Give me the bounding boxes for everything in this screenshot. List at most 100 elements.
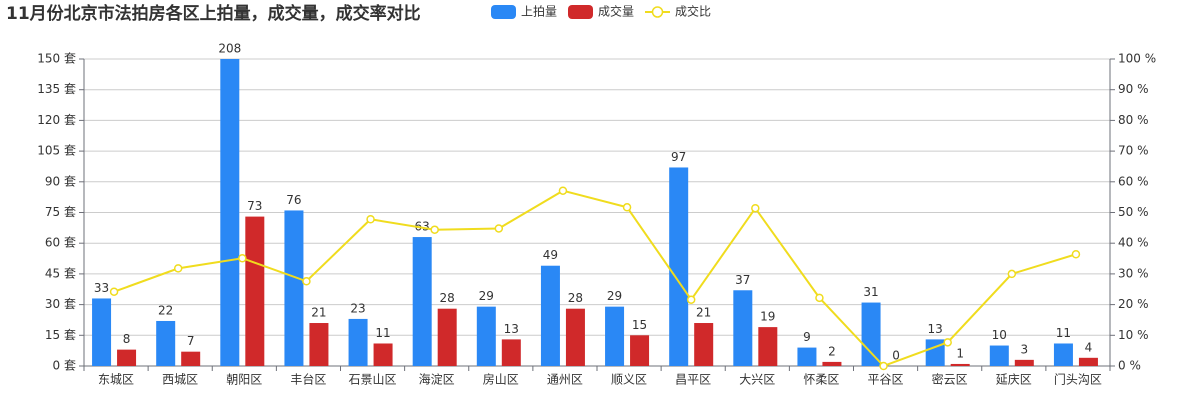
bar-value-label: 28: [440, 291, 455, 305]
y2-tick-label: 10 %: [1118, 328, 1149, 342]
legend-symbol: [651, 6, 664, 18]
line-point: [815, 293, 824, 303]
y2-tick-label: 60 %: [1118, 174, 1149, 188]
legend-symbol: [568, 5, 593, 19]
bar-value-label: 22: [158, 303, 173, 317]
x-tick-label: 顺义区: [611, 373, 647, 387]
bar: [284, 210, 304, 366]
bar: [822, 361, 842, 366]
x-tick-label: 西城区: [162, 373, 198, 387]
y-tick-label: 45 套: [45, 266, 76, 280]
line-point: [173, 264, 183, 273]
bar: [1078, 357, 1098, 366]
line-point: [109, 287, 119, 296]
y-tick-label: 150 套: [37, 52, 76, 66]
y-tick-label: 75 套: [45, 205, 76, 219]
y-tick-label: 30 套: [45, 297, 76, 311]
y-tick-label: 105 套: [37, 144, 76, 158]
y2-tick-label: 70 %: [1118, 144, 1149, 158]
bar-value-label: 33: [94, 281, 109, 295]
x-tick-label: 东城区: [98, 373, 134, 387]
x-tick-label: 密云区: [932, 372, 968, 387]
y2-tick-label: 100 %: [1118, 52, 1156, 66]
line-point: [494, 224, 504, 233]
x-tick-label: 怀柔区: [803, 373, 839, 387]
legend-item: 成交比: [645, 4, 711, 19]
legend-item: 上拍量: [491, 4, 557, 19]
line-point: [302, 277, 311, 286]
y-tick-label: 15 套: [45, 328, 76, 342]
bar-value-label: 37: [735, 273, 750, 287]
bar-value-label: 76: [286, 193, 301, 207]
bar: [1053, 343, 1073, 366]
bar-value-label: 208: [218, 42, 241, 56]
y2-tick-label: 0 %: [1118, 359, 1141, 373]
line-point: [238, 253, 247, 263]
x-tick-label: 朝阳区: [226, 373, 262, 387]
plot-area: [92, 59, 1098, 366]
y-tick-label: 120 套: [37, 113, 76, 127]
x-tick-label: 海淀区: [419, 372, 455, 387]
y-tick-label: 90 套: [45, 174, 76, 188]
bar-value-label: 13: [504, 322, 519, 336]
line: [113, 189, 1077, 368]
line-point: [879, 361, 888, 371]
bar: [565, 308, 585, 366]
bar-value-label: 2: [828, 344, 836, 358]
bar: [630, 335, 650, 366]
x-tick-label: 门头沟区: [1054, 372, 1102, 387]
x-tick-label: 昌平区: [675, 373, 711, 387]
y2-tick-label: 90 %: [1118, 82, 1149, 96]
bar: [989, 345, 1009, 366]
bar: [733, 290, 753, 366]
bar: [309, 323, 329, 366]
bar: [925, 339, 945, 366]
bar-value-label: 21: [696, 306, 711, 320]
bar: [758, 327, 778, 366]
bar-value-label: 7: [187, 334, 195, 348]
line-point: [558, 186, 568, 195]
y-tick-label: 0 套: [53, 359, 76, 373]
bar-value-label: 11: [1056, 326, 1071, 340]
bar-value-label: 97: [671, 150, 686, 164]
bar: [950, 363, 970, 366]
bar: [437, 308, 457, 366]
bar: [348, 318, 368, 366]
line-point: [366, 215, 375, 224]
bar: [476, 306, 496, 366]
bar: [501, 339, 521, 366]
line-point: [430, 225, 439, 234]
bar: [605, 306, 625, 366]
bar: [1014, 359, 1034, 366]
y2-tick-label: 30 %: [1118, 266, 1149, 280]
bar-value-label: 19: [760, 310, 775, 324]
x-tick-label: 丰台区: [290, 372, 326, 387]
bar: [694, 323, 714, 366]
bar: [373, 343, 393, 366]
y2-tick-label: 40 %: [1118, 236, 1149, 250]
bar-value-label: 49: [543, 248, 558, 262]
x-tick-label: 平谷区: [868, 373, 904, 387]
x-tick-label: 通州区: [547, 373, 583, 387]
bar-value-label: 23: [350, 301, 365, 315]
bar: [220, 59, 240, 366]
bar-value-label: 31: [863, 285, 878, 299]
x-tick-label: 大兴区: [739, 373, 775, 387]
bar: [797, 347, 817, 366]
bar: [669, 167, 689, 366]
bar-value-label: 15: [632, 318, 647, 332]
y2-tick-label: 80 %: [1118, 113, 1149, 127]
legend-label: 上拍量: [521, 4, 557, 19]
bar-value-label: 13: [928, 322, 943, 336]
bar: [92, 298, 112, 366]
bar-value-label: 21: [311, 306, 326, 320]
bar: [156, 320, 176, 366]
y-tick-label: 60 套: [45, 236, 76, 250]
bar-value-label: 1: [956, 346, 964, 360]
bar: [861, 302, 881, 366]
line-point: [1007, 269, 1017, 279]
bar-value-label: 0: [892, 349, 900, 363]
x-tick-label: 延庆区: [996, 373, 1032, 387]
line-point: [1071, 250, 1081, 259]
